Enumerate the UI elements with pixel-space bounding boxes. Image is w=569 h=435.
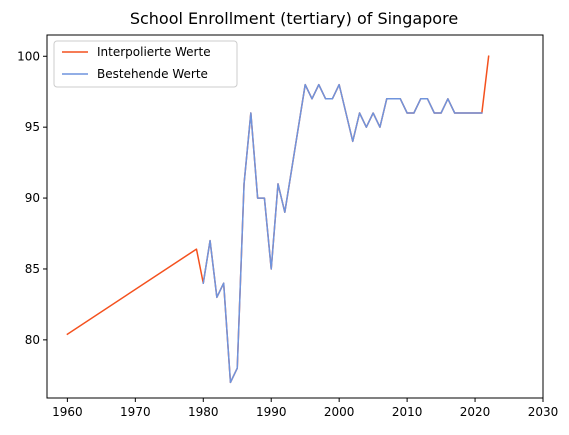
x-tick-label: 2030	[528, 405, 559, 419]
y-tick-label: 95	[25, 120, 40, 134]
chart-title: School Enrollment (tertiary) of Singapor…	[130, 9, 458, 28]
legend: Interpolierte Werte Bestehende Werte	[53, 40, 238, 88]
axes-frame	[46, 34, 544, 399]
x-tick-label: 1990	[256, 405, 287, 419]
x-tick-label: 2000	[324, 405, 355, 419]
y-tick-label: 90	[25, 191, 40, 205]
x-tick-label: 1970	[120, 405, 151, 419]
plot-series	[66, 55, 490, 384]
series-line-1	[66, 55, 490, 384]
y-axis: 80 85 90 95 100	[17, 49, 47, 347]
legend-label-1: Interpolierte Werte	[97, 45, 211, 59]
y-tick-label: 85	[25, 262, 40, 276]
series-line-2	[202, 83, 483, 384]
x-axis: 1960 1970 1980 1990 2000 2010 2020 2030	[52, 398, 558, 419]
y-tick-label: 100	[17, 49, 40, 63]
x-tick-label: 1960	[52, 405, 83, 419]
x-tick-label: 1980	[188, 405, 219, 419]
legend-label-2: Bestehende Werte	[97, 67, 208, 81]
legend-box	[53, 40, 238, 88]
x-tick-label: 2010	[392, 405, 423, 419]
y-tick-label: 80	[25, 333, 40, 347]
x-tick-label: 2020	[460, 405, 491, 419]
